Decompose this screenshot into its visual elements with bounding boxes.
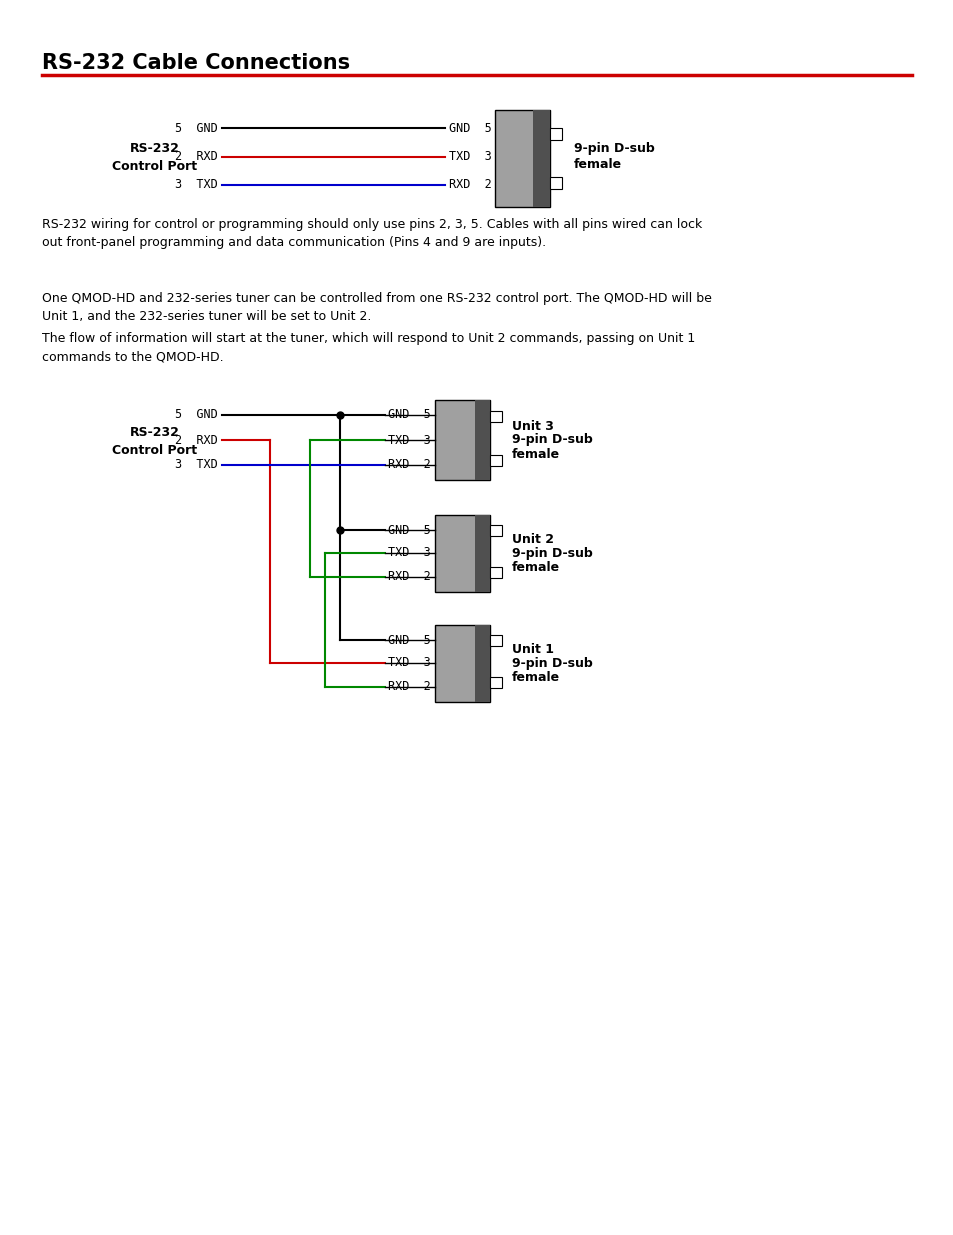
Bar xyxy=(550,177,561,189)
Text: 2  RXD: 2 RXD xyxy=(175,151,218,163)
Text: 5  GND: 5 GND xyxy=(175,121,218,135)
Text: 2  RXD: 2 RXD xyxy=(175,433,218,447)
Text: 9-pin D-sub: 9-pin D-sub xyxy=(574,142,654,156)
Text: Control Port: Control Port xyxy=(112,443,197,457)
Text: RXD  2: RXD 2 xyxy=(388,458,431,472)
Bar xyxy=(495,110,550,207)
Text: GND  5: GND 5 xyxy=(388,634,431,646)
Text: RXD  2: RXD 2 xyxy=(388,571,431,583)
Bar xyxy=(435,625,490,701)
Text: RS-232: RS-232 xyxy=(130,426,180,438)
Text: RS-232: RS-232 xyxy=(130,142,180,156)
Text: 9-pin D-sub: 9-pin D-sub xyxy=(512,433,592,447)
Bar xyxy=(474,515,490,592)
Text: The flow of information will start at the tuner, which will respond to Unit 2 co: The flow of information will start at th… xyxy=(42,332,695,363)
Text: female: female xyxy=(574,158,621,170)
Text: female: female xyxy=(512,561,559,574)
Text: RXD  2: RXD 2 xyxy=(388,680,431,694)
Text: TXD  3: TXD 3 xyxy=(449,151,491,163)
Text: Unit 1: Unit 1 xyxy=(512,643,554,656)
Bar xyxy=(490,410,501,421)
Text: RS-232 wiring for control or programming should only use pins 2, 3, 5. Cables wi: RS-232 wiring for control or programming… xyxy=(42,219,701,249)
Text: GND  5: GND 5 xyxy=(388,524,431,536)
Bar xyxy=(490,525,501,536)
Text: TXD  3: TXD 3 xyxy=(388,433,431,447)
Text: RS-232 Cable Connections: RS-232 Cable Connections xyxy=(42,53,350,73)
Bar xyxy=(474,625,490,701)
Text: One QMOD-HD and 232-series tuner can be controlled from one RS-232 control port.: One QMOD-HD and 232-series tuner can be … xyxy=(42,291,711,324)
Bar xyxy=(490,635,501,646)
Text: Unit 2: Unit 2 xyxy=(512,534,554,546)
Text: female: female xyxy=(512,671,559,684)
Text: Unit 3: Unit 3 xyxy=(512,420,554,432)
Bar xyxy=(490,454,501,466)
Text: TXD  3: TXD 3 xyxy=(388,547,431,559)
Text: GND  5: GND 5 xyxy=(388,409,431,421)
Text: 9-pin D-sub: 9-pin D-sub xyxy=(512,547,592,559)
Text: RXD  2: RXD 2 xyxy=(449,179,491,191)
Bar xyxy=(435,515,490,592)
Text: 3  TXD: 3 TXD xyxy=(175,179,218,191)
Text: 9-pin D-sub: 9-pin D-sub xyxy=(512,657,592,671)
Bar xyxy=(435,400,490,480)
Bar xyxy=(474,400,490,480)
Bar xyxy=(490,677,501,688)
Text: female: female xyxy=(512,447,559,461)
Bar xyxy=(490,567,501,578)
Text: GND  5: GND 5 xyxy=(449,121,491,135)
Bar xyxy=(550,128,561,141)
Text: Control Port: Control Port xyxy=(112,161,197,173)
Text: 5  GND: 5 GND xyxy=(175,409,218,421)
Text: 3  TXD: 3 TXD xyxy=(175,458,218,472)
Bar xyxy=(533,110,550,207)
Text: TXD  3: TXD 3 xyxy=(388,657,431,669)
